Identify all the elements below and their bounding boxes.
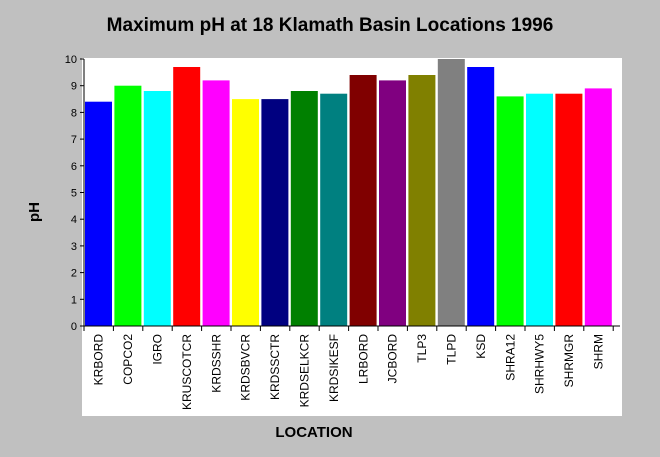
x-category-label: TLPD [445,334,459,365]
y-tick-label: 9 [71,81,77,93]
x-axis-title: LOCATION [275,424,352,441]
bar-krbord [85,101,112,326]
bar-krdsbvcr [232,99,259,326]
bar-krdsikesf [320,93,348,326]
bar-lrbord [349,75,377,326]
y-tick-label: 4 [71,214,77,226]
y-ticks-layer: 0 1 2 3 4 5 6 7 8 9 10 [65,54,84,333]
bar-shrhwy5 [526,93,553,326]
x-category-label: KRDSELKCR [298,334,312,408]
x-category-label: SHRHWY5 [533,334,547,394]
y-tick-label: 5 [71,188,77,200]
bar-tlp3 [408,75,436,326]
y-tick-label: 2 [71,268,77,280]
bar-krdssctr [261,99,289,326]
x-category-label: KRUSCOTCR [180,334,194,410]
bar-shrmgr [555,93,583,326]
x-category-label: COPCO2 [121,334,135,385]
y-tick-label: 10 [65,54,77,66]
y-tick-label: 8 [71,107,77,119]
x-category-label: SHRM [592,334,606,369]
bar-shra12 [496,96,524,327]
x-category-label: JCBORD [386,334,400,384]
y-tick-label: 0 [71,321,77,333]
x-category-label: IGRO [151,334,165,365]
bar-kruscotcr [173,67,201,326]
x-category-label: KSD [474,334,488,359]
y-tick-label: 7 [71,134,77,146]
bar-krdselkcr [290,91,318,326]
bar-ksd [467,67,495,326]
y-tick-label: 6 [71,161,77,173]
y-tick-label: 1 [71,294,77,306]
bars-layer [85,59,612,327]
x-category-label: KRDSSCTR [268,334,282,400]
bar-igro [143,91,171,326]
x-category-label: SHRA12 [503,334,517,381]
y-axis-title: pH [26,202,43,222]
x-category-label: KRDSBVCR [239,334,253,401]
bar-tlpd [437,59,465,326]
x-category-label: KRBORD [92,334,106,386]
x-category-label: KRDSIKESF [327,334,341,402]
x-category-label: KRDSSHR [209,334,223,393]
bar-krdsshr [202,80,230,327]
x-category-labels: KRBORD COPCO2 IGRO KRUSCOTCR KRDSSHR KRDSBVCR… [92,334,606,410]
chart-title: Maximum pH at 18 Klamath Basin Locations… [107,15,554,36]
bar-shrm [584,88,612,327]
x-category-label: LRBORD [356,334,370,384]
bar-jcbord [379,80,406,327]
x-category-label: SHRMGR [562,334,576,388]
x-category-label: TLP3 [415,334,429,363]
y-tick-label: 3 [71,241,77,253]
bar-copco2 [114,85,142,326]
